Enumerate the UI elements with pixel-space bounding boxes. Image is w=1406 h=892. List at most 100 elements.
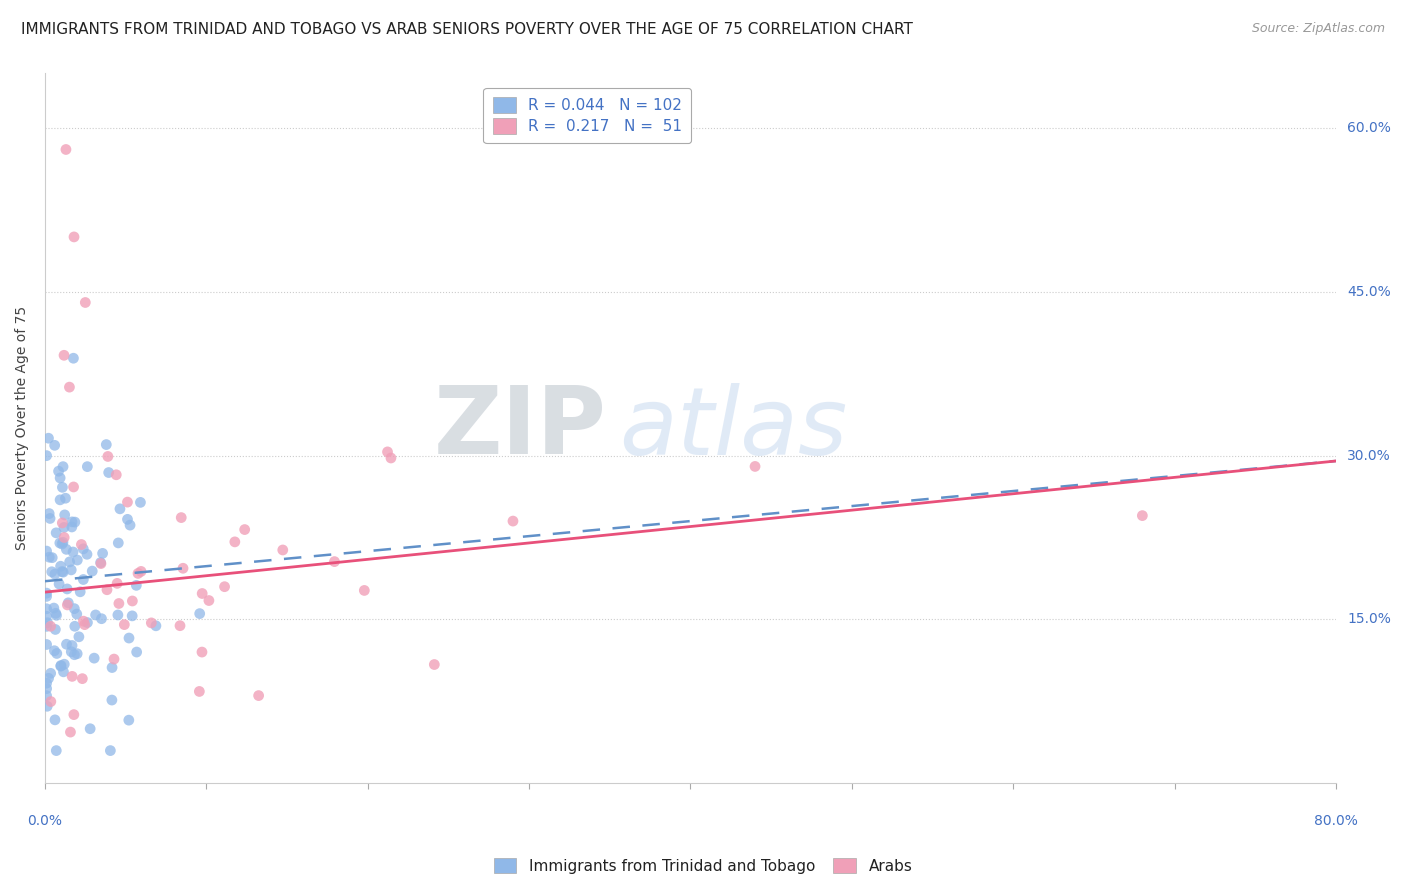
Point xyxy=(377,445,399,459)
Point xyxy=(83,651,105,665)
Point xyxy=(101,693,124,707)
Point xyxy=(67,630,90,644)
Point xyxy=(72,672,94,686)
Point xyxy=(72,614,94,628)
Point xyxy=(37,699,59,714)
Point xyxy=(48,464,70,478)
Point xyxy=(49,492,72,507)
Point xyxy=(41,550,63,565)
Point xyxy=(108,597,131,611)
Point xyxy=(380,450,402,465)
Point xyxy=(112,617,135,632)
Point xyxy=(51,516,73,530)
Point xyxy=(52,565,75,579)
Point xyxy=(121,594,143,608)
Point xyxy=(58,380,80,394)
Point xyxy=(62,480,84,494)
Point xyxy=(90,612,112,626)
Y-axis label: Seniors Poverty Over the Age of 75: Seniors Poverty Over the Age of 75 xyxy=(15,306,30,550)
Point xyxy=(55,542,77,557)
Point xyxy=(353,583,375,598)
Point xyxy=(63,648,86,662)
Point xyxy=(141,615,163,630)
Point xyxy=(53,657,76,672)
Point xyxy=(120,518,142,533)
Point xyxy=(66,647,89,661)
Point xyxy=(39,666,62,681)
Point xyxy=(129,495,152,509)
Point xyxy=(51,537,73,551)
Point xyxy=(45,743,67,757)
Point xyxy=(35,619,58,633)
Point xyxy=(105,576,128,591)
Point xyxy=(60,639,83,653)
Text: 15.0%: 15.0% xyxy=(1347,613,1391,626)
Point xyxy=(118,713,141,727)
Point xyxy=(73,617,96,632)
Point xyxy=(45,607,67,621)
Legend: Immigrants from Trinidad and Tobago, Arabs: Immigrants from Trinidad and Tobago, Ara… xyxy=(488,852,918,880)
Point xyxy=(169,618,191,632)
Point xyxy=(60,563,83,577)
Point xyxy=(125,645,148,659)
Point xyxy=(38,671,60,685)
Point xyxy=(55,143,77,157)
Text: 30.0%: 30.0% xyxy=(1347,449,1391,463)
Point xyxy=(82,564,104,578)
Point xyxy=(118,631,141,645)
Point xyxy=(35,601,58,615)
Point xyxy=(35,681,58,696)
Point xyxy=(35,638,58,652)
Legend: R = 0.044   N = 102, R =  0.217   N =  51: R = 0.044 N = 102, R = 0.217 N = 51 xyxy=(484,87,690,144)
Point xyxy=(121,608,143,623)
Point xyxy=(63,230,86,244)
Point xyxy=(44,713,66,727)
Point xyxy=(63,707,86,722)
Point xyxy=(52,665,75,679)
Point xyxy=(117,512,139,526)
Point xyxy=(90,556,112,570)
Point xyxy=(53,531,76,545)
Point xyxy=(44,623,66,637)
Text: 80.0%: 80.0% xyxy=(1315,814,1358,828)
Text: 0.0%: 0.0% xyxy=(28,814,62,828)
Point xyxy=(233,523,256,537)
Point xyxy=(79,722,101,736)
Point xyxy=(58,596,80,610)
Point xyxy=(56,598,79,612)
Point xyxy=(191,586,214,600)
Text: IMMIGRANTS FROM TRINIDAD AND TOBAGO VS ARAB SENIORS POVERTY OVER THE AGE OF 75 C: IMMIGRANTS FROM TRINIDAD AND TOBAGO VS A… xyxy=(21,22,912,37)
Point xyxy=(108,501,131,516)
Point xyxy=(76,547,98,561)
Point xyxy=(53,348,76,362)
Point xyxy=(224,534,246,549)
Point xyxy=(63,515,86,529)
Point xyxy=(107,536,129,550)
Point xyxy=(39,695,62,709)
Point xyxy=(170,510,193,524)
Point xyxy=(63,619,86,633)
Point xyxy=(247,689,270,703)
Point xyxy=(41,565,63,579)
Point xyxy=(63,601,86,615)
Point xyxy=(744,459,766,474)
Point xyxy=(76,459,98,474)
Point xyxy=(323,555,346,569)
Point xyxy=(44,643,66,657)
Point xyxy=(69,584,91,599)
Point xyxy=(35,590,58,604)
Point xyxy=(45,525,67,540)
Point xyxy=(96,582,118,597)
Point xyxy=(96,437,118,451)
Point xyxy=(423,657,446,672)
Point xyxy=(105,467,128,482)
Point xyxy=(129,565,152,579)
Point xyxy=(72,573,94,587)
Point xyxy=(37,431,59,445)
Point xyxy=(172,561,194,575)
Point xyxy=(35,544,58,558)
Point xyxy=(60,645,83,659)
Point xyxy=(52,459,75,474)
Point xyxy=(44,438,66,452)
Point xyxy=(44,567,66,582)
